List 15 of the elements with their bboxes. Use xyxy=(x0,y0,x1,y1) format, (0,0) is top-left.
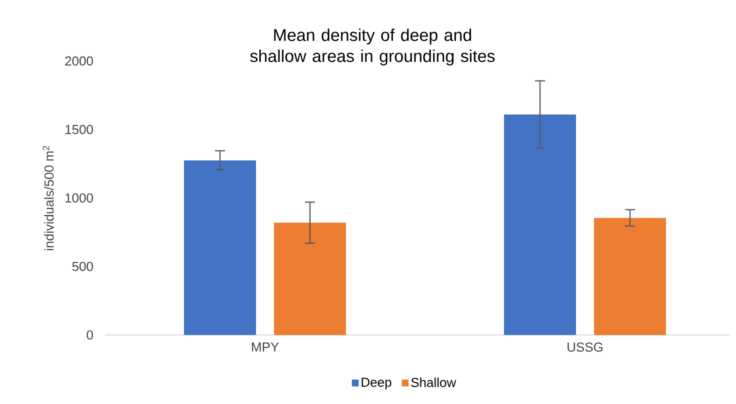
x-tick-label: USSG xyxy=(568,342,602,352)
legend-label: Shallow xyxy=(411,378,456,388)
bar xyxy=(274,222,346,335)
y-tick-label: 0 xyxy=(86,330,93,340)
chart-title: Mean density of deep and shallow areas in grounding sites xyxy=(250,28,495,66)
bar xyxy=(504,114,576,335)
y-axis-title: individuals/500 m$^{2}$ xyxy=(42,146,54,250)
legend-label: Deep xyxy=(362,378,392,390)
y-tick-label: 1500 xyxy=(66,124,93,134)
bar xyxy=(184,160,256,335)
y-tick-label: 2000 xyxy=(65,56,93,66)
y-tick-label: 500 xyxy=(72,262,93,272)
y-tick-label: 1000 xyxy=(66,193,93,203)
x-tick-label: MPY xyxy=(252,342,279,352)
bar xyxy=(594,218,666,335)
